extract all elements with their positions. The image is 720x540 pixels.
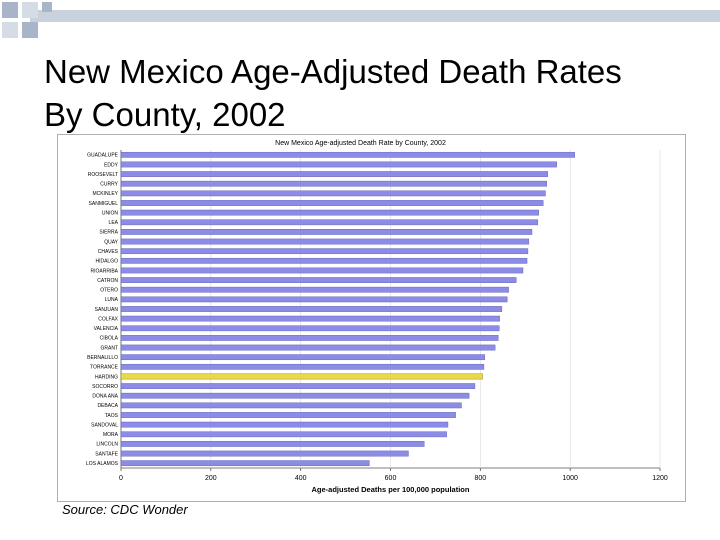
chart-title: New Mexico Age-adjusted Death Rate by Co… [275, 140, 446, 147]
deco-square [2, 2, 18, 18]
y-tick-label: LUNA [105, 297, 119, 303]
bar [120, 180, 548, 187]
x-tick-label: 0 [119, 475, 123, 482]
bar [120, 209, 539, 216]
y-tick-label: GUADALUPE [87, 153, 119, 159]
x-tick-label: 400 [295, 475, 307, 482]
bar [120, 354, 486, 361]
bar [120, 315, 500, 322]
bar [120, 267, 524, 274]
y-tick-label: SIERRA [99, 230, 118, 236]
bar [120, 277, 517, 283]
y-tick-label: GRANT [101, 345, 119, 351]
bar [120, 151, 575, 158]
bar [120, 412, 456, 418]
bar [120, 257, 528, 264]
slide-decoration [2, 2, 720, 38]
slide-title: New Mexico Age-Adjusted Death Rates By C… [44, 50, 622, 136]
y-tick-label: UNION [102, 210, 119, 216]
bar [120, 219, 539, 226]
bar [120, 441, 425, 447]
x-tick-label: 1000 [562, 475, 578, 482]
x-tick-label: 600 [385, 475, 397, 482]
y-tick-label: HIDALGO [95, 259, 118, 265]
y-tick-label: OTERO [100, 288, 118, 294]
deco-square [2, 22, 18, 38]
y-tick-label: LEA [109, 220, 119, 226]
y-tick-label: DEBACA [97, 403, 118, 409]
bar-highlight [120, 373, 483, 380]
bar [120, 248, 529, 255]
bar [120, 392, 470, 399]
deco-square [22, 2, 38, 18]
y-tick-label: MCKINLEY [92, 191, 118, 197]
slide-title-line1: New Mexico Age-Adjusted Death Rates [44, 53, 622, 90]
y-tick-label: TAOS [105, 413, 119, 419]
y-tick-label: DONA ANA [92, 394, 118, 400]
bar [120, 325, 500, 332]
bar [120, 306, 503, 312]
deco-top-bar [30, 10, 720, 22]
bar [120, 296, 508, 303]
bar [120, 286, 509, 293]
y-tick-label: SANTAFE [95, 451, 118, 457]
y-tick-label: VALENCIA [94, 326, 119, 332]
y-tick-label: COLFAX [98, 316, 118, 322]
y-tick-label: LINCOLN [96, 442, 118, 448]
y-tick-label: BERNALILLO [87, 355, 118, 361]
y-tick-label: QUAY [104, 239, 118, 245]
y-tick-label: SANDOVAL [91, 422, 118, 428]
x-tick-label: 800 [474, 475, 486, 482]
x-tick-label: 200 [205, 475, 217, 482]
source-note: Source: CDC Wonder [62, 502, 188, 517]
y-tick-label: LOS ALAMOS [86, 461, 119, 467]
y-tick-label: EDDY [104, 162, 119, 168]
bar [120, 229, 533, 235]
bar [120, 161, 557, 168]
y-tick-label: SANJUAN [95, 307, 119, 313]
bar [120, 190, 546, 197]
y-tick-label: MORA [103, 432, 119, 438]
bar [120, 363, 485, 370]
bar [120, 460, 370, 467]
y-tick-label: RIOARRIBA [90, 268, 118, 274]
y-tick-label: CATRON [97, 278, 118, 284]
y-tick-label: HARDING [95, 374, 118, 380]
y-tick-label: CURRY [100, 182, 118, 188]
x-tick-label: 1200 [652, 475, 668, 482]
deco-square [42, 2, 52, 12]
bar [120, 431, 447, 438]
bar [120, 200, 544, 206]
y-tick-label: TORRANCE [90, 365, 119, 371]
bar [120, 421, 449, 428]
deco-square [22, 22, 38, 38]
bar [120, 450, 409, 457]
bar [120, 335, 499, 341]
death-rate-bar-chart: New Mexico Age-adjusted Death Rate by Co… [86, 140, 668, 494]
x-axis-label: Age-adjusted Deaths per 100,000 populati… [312, 485, 470, 494]
y-tick-label: CIBOLA [100, 336, 119, 342]
y-tick-label: SOCORRO [92, 384, 118, 390]
slide-title-line2: By County, 2002 [44, 96, 286, 133]
bar [120, 344, 496, 351]
bar [120, 383, 476, 389]
y-tick-label: ROOSEVELT [88, 172, 118, 178]
y-tick-label: SANMIGUEL [89, 201, 119, 207]
bar [120, 238, 530, 245]
y-tick-label: CHAVES [98, 249, 119, 255]
bar [120, 171, 548, 177]
bar [120, 402, 462, 409]
